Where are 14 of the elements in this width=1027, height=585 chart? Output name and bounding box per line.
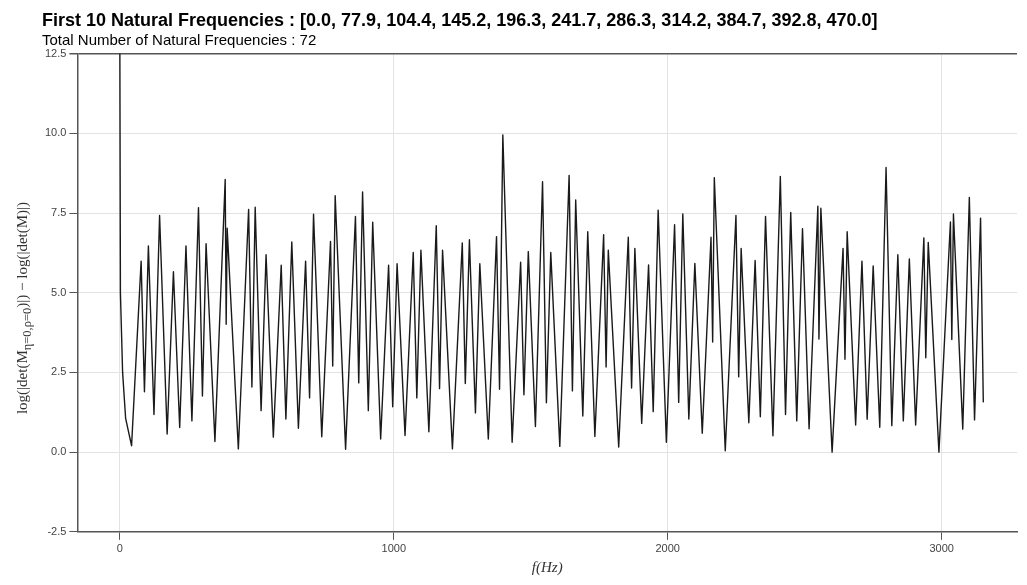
y-tick-label: -2.5: [47, 524, 67, 537]
x-axis-title: f(Hz): [531, 558, 563, 576]
y-tick-label: 7.5: [51, 206, 67, 219]
x-tick-label: 0: [116, 542, 123, 555]
y-tick-label: 0.0: [51, 445, 67, 458]
x-tick-label: 2000: [655, 542, 680, 555]
x-tick-label: 1000: [381, 542, 407, 555]
chart-subtitle: Total Number of Natural Frequencies : 72: [42, 30, 317, 48]
y-tick-label: 2.5: [51, 365, 67, 378]
y-tick-label: 10.0: [44, 126, 67, 139]
y-tick-label: 5.0: [51, 285, 67, 298]
x-tick-label: 3000: [929, 542, 954, 555]
chart-title: First 10 Natural Frequencies : [0.0, 77.9, 104.4, 145.2, 196.3, 241.7, 286.3, 314.2, 384.7, 392.8, 470.0]: [42, 9, 878, 30]
y-tick-label: 12.5: [44, 46, 67, 59]
